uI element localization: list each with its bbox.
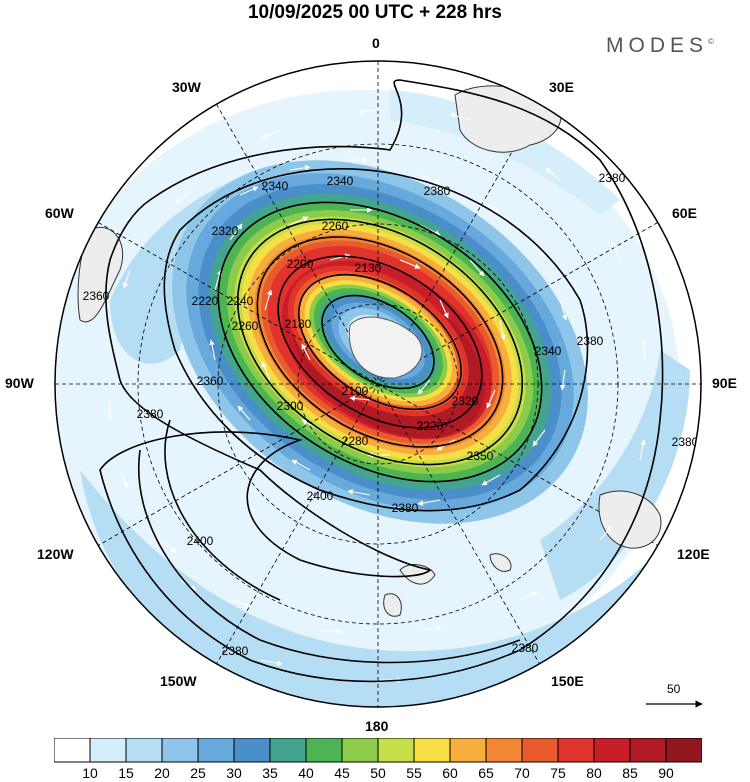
colorbar-tick-label: 90 (658, 765, 674, 781)
contour-label: 2380 (137, 407, 164, 421)
contour-label: 2320 (212, 224, 239, 238)
wind-speed-field: 2340 2340 2380 2380 2320 2260 2220 2200 … (55, 61, 701, 707)
colorbar-swatch (665, 738, 702, 763)
contour-label: 2240 (227, 294, 254, 308)
lon-label-180: 180 (365, 718, 389, 734)
colorbar-swatch (233, 738, 271, 763)
colorbar-tick-label: 80 (586, 765, 602, 781)
colorbar-swatch (125, 738, 163, 763)
contour-label: 2100 (342, 384, 369, 398)
contour-label: 2380 (424, 184, 451, 198)
copyright-mark: © (708, 37, 714, 46)
lon-label-150e: 150E (551, 673, 584, 689)
contour-label: 2260 (322, 219, 349, 233)
colorbar-swatch (89, 738, 127, 763)
contour-label: 2200 (287, 257, 314, 271)
contour-label: 2220 (192, 294, 219, 308)
contour-label: 2380 (599, 171, 626, 185)
colorbar-tick-label: 60 (442, 765, 458, 781)
map-border (54, 60, 702, 708)
lon-label-60w: 60W (45, 205, 74, 221)
lon-label-120e: 120E (677, 546, 710, 562)
contour-label: 2340 (262, 179, 289, 193)
contour-label: 2380 (392, 501, 419, 515)
contour-labels: 2340 2340 2380 2380 2320 2260 2220 2200 … (83, 171, 699, 658)
lon-label-0: 0 (372, 35, 380, 51)
colorbar-swatch (197, 738, 235, 763)
contour-label: 2380 (672, 435, 699, 449)
colorbar-swatch (449, 738, 487, 763)
colorbar-tick-label: 75 (550, 765, 566, 781)
contour-label: 2280 (342, 434, 369, 448)
colorbar-tick-label: 30 (226, 765, 242, 781)
lon-label-150w: 150W (160, 673, 197, 689)
contour-label: 2380 (577, 334, 604, 348)
wind-scale-value: 50 (667, 682, 681, 696)
contour-label: 2220 (417, 419, 444, 433)
lon-label-90w: 90W (5, 375, 34, 391)
colorbar-swatch (269, 738, 307, 763)
lon-label-30w: 30W (172, 79, 201, 95)
colorbar-swatch (629, 738, 667, 763)
colorbar (54, 738, 702, 763)
colorbar-swatch (413, 738, 451, 763)
colorbar-tick-label: 25 (190, 765, 206, 781)
colorbar-tick-label: 65 (478, 765, 494, 781)
map-title: 10/09/2025 00 UTC + 228 hrs (247, 2, 503, 23)
colorbar-swatch (485, 738, 523, 763)
colorbar-swatch (593, 738, 631, 763)
colorbar-swatch (521, 738, 559, 763)
brand-text: MODES (606, 34, 709, 57)
contour-label: 2320 (452, 394, 479, 408)
lon-label-60e: 60E (672, 205, 697, 221)
contour-label: 2260 (232, 319, 259, 333)
lon-label-90e: 90E (712, 375, 737, 391)
contour-label: 2380 (512, 641, 539, 655)
contour-label: 2130 (355, 261, 382, 275)
colorbar-tick-label: 55 (406, 765, 422, 781)
colorbar-tick-label: 40 (298, 765, 314, 781)
contour-label: 2400 (187, 534, 214, 548)
contour-label: 2300 (277, 399, 304, 413)
wind-vectors (107, 108, 647, 683)
colorbar-tick-label: 35 (262, 765, 278, 781)
lon-label-30e: 30E (549, 79, 574, 95)
colorbar-tick-label: 50 (370, 765, 386, 781)
colorbar-swatch (305, 738, 343, 763)
contour-label: 2340 (327, 174, 354, 188)
colorbar-tick-label: 20 (154, 765, 170, 781)
height-contours (99, 79, 664, 683)
colorbar-tick-label: 45 (334, 765, 350, 781)
lon-label-120w: 120W (37, 546, 74, 562)
contour-label: 2360 (83, 289, 110, 303)
colorbar-tick-label: 85 (622, 765, 638, 781)
colorbar-tick-label: 70 (514, 765, 530, 781)
contour-label: 2400 (307, 489, 334, 503)
colorbar-tick-label: 10 (82, 765, 98, 781)
colorbar-tick-label: 15 (118, 765, 134, 781)
contour-label: 2340 (535, 344, 562, 358)
colorbar-swatch (557, 738, 595, 763)
colorbar-swatch (54, 738, 91, 763)
contour-label: 2380 (222, 644, 249, 658)
contour-label: 2350 (467, 449, 494, 463)
contour-label: 2180 (285, 317, 312, 331)
contour-label: 2360 (197, 374, 224, 388)
colorbar-swatch (161, 738, 199, 763)
colorbar-swatch (377, 738, 415, 763)
colorbar-swatch (341, 738, 379, 763)
brand-logo: MODES© (606, 34, 714, 58)
